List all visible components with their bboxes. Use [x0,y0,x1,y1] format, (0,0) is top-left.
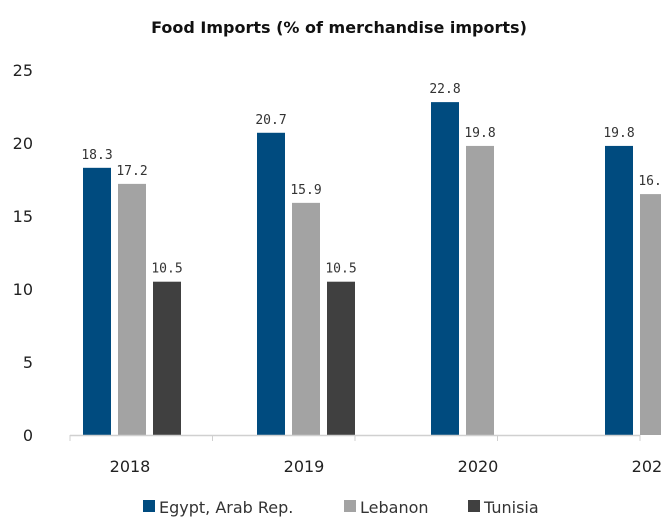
x-tick-label: 2018 [110,457,151,476]
x-tick-label: 2019 [284,457,325,476]
data-label: 16.5 [638,174,661,189]
legend: Egypt, Arab Rep. Lebanon Tunisia [143,498,539,517]
y-tick-label: 20 [13,134,33,153]
y-axis: 0 5 10 15 20 25 [13,61,33,445]
bar [153,281,181,435]
data-label: 22.8 [429,82,460,97]
legend-label: Lebanon [360,498,429,517]
x-axis: 2018 2019 2020 2021 [69,434,661,476]
bar [640,194,661,435]
chart-title: Food Imports (% of merchandise imports) [151,18,527,37]
data-label: 17.2 [116,164,147,179]
x-tick-label: 2020 [458,457,499,476]
bar [327,281,355,435]
x-tick-label: 2021 [632,457,661,476]
bar [605,145,633,436]
bar [292,202,320,435]
data-label: 20.7 [255,113,286,128]
y-tick-label: 15 [13,207,33,226]
legend-swatch [143,500,155,512]
y-tick-label: 0 [23,426,33,445]
data-label: 18.3 [81,148,112,163]
y-tick-label: 5 [23,353,33,372]
bar [466,145,494,436]
y-tick-label: 10 [13,280,33,299]
data-label: 15.9 [290,183,321,198]
legend-swatch [468,500,480,512]
bar [257,132,285,435]
legend-swatch [344,500,356,512]
data-label: 19.8 [603,126,634,141]
data-label: 10.5 [151,262,182,277]
legend-label: Tunisia [483,498,539,517]
bar [83,167,111,435]
data-label: 10.5 [325,262,356,277]
y-tick-label: 25 [13,61,33,80]
bars: 18.3 17.2 10.5 20.7 15.9 10.5 22.8 19.8 19.8 16.5 [81,82,661,436]
bar [431,102,459,436]
bar [118,183,146,435]
data-label: 19.8 [464,126,495,141]
legend-label: Egypt, Arab Rep. [159,498,293,517]
